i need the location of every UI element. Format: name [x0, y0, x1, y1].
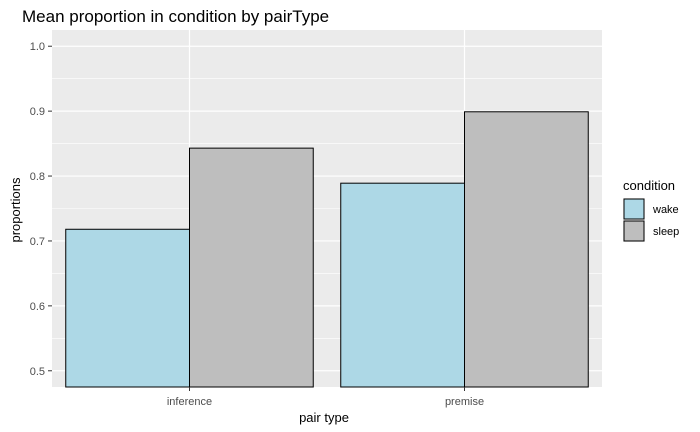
legend-title: condition: [623, 178, 675, 193]
y-tick-label: 0.7: [30, 236, 45, 248]
y-tick-label: 0.8: [30, 171, 45, 183]
legend-label-sleep: sleep: [653, 226, 679, 238]
x-axis: inference premise: [167, 387, 484, 408]
chart-title: Mean proportion in condition by pairType: [22, 7, 329, 26]
legend-label-wake: wake: [652, 204, 679, 216]
y-tick-label: 0.5: [30, 366, 45, 378]
x-tick-label: premise: [445, 396, 484, 408]
legend: condition wake sleep: [623, 178, 679, 242]
bar-wake-premise: [340, 182, 465, 388]
x-tick-label: inference: [167, 396, 212, 408]
y-tick-label: 0.6: [30, 301, 45, 313]
bars: [65, 111, 589, 388]
legend-swatch-sleep: [623, 220, 645, 242]
bar-wake-inference: [65, 228, 190, 388]
y-axis: 0.5 0.6 0.7 0.8 0.9 1.0: [30, 41, 52, 378]
legend-swatch-wake: [623, 198, 645, 220]
y-axis-title: proportions: [8, 177, 23, 243]
bar-sleep-premise: [464, 111, 589, 388]
bar-sleep-inference: [189, 147, 314, 388]
x-axis-title: pair type: [299, 410, 349, 425]
y-tick-label: 0.9: [30, 106, 45, 118]
y-tick-label: 1.0: [30, 41, 45, 53]
